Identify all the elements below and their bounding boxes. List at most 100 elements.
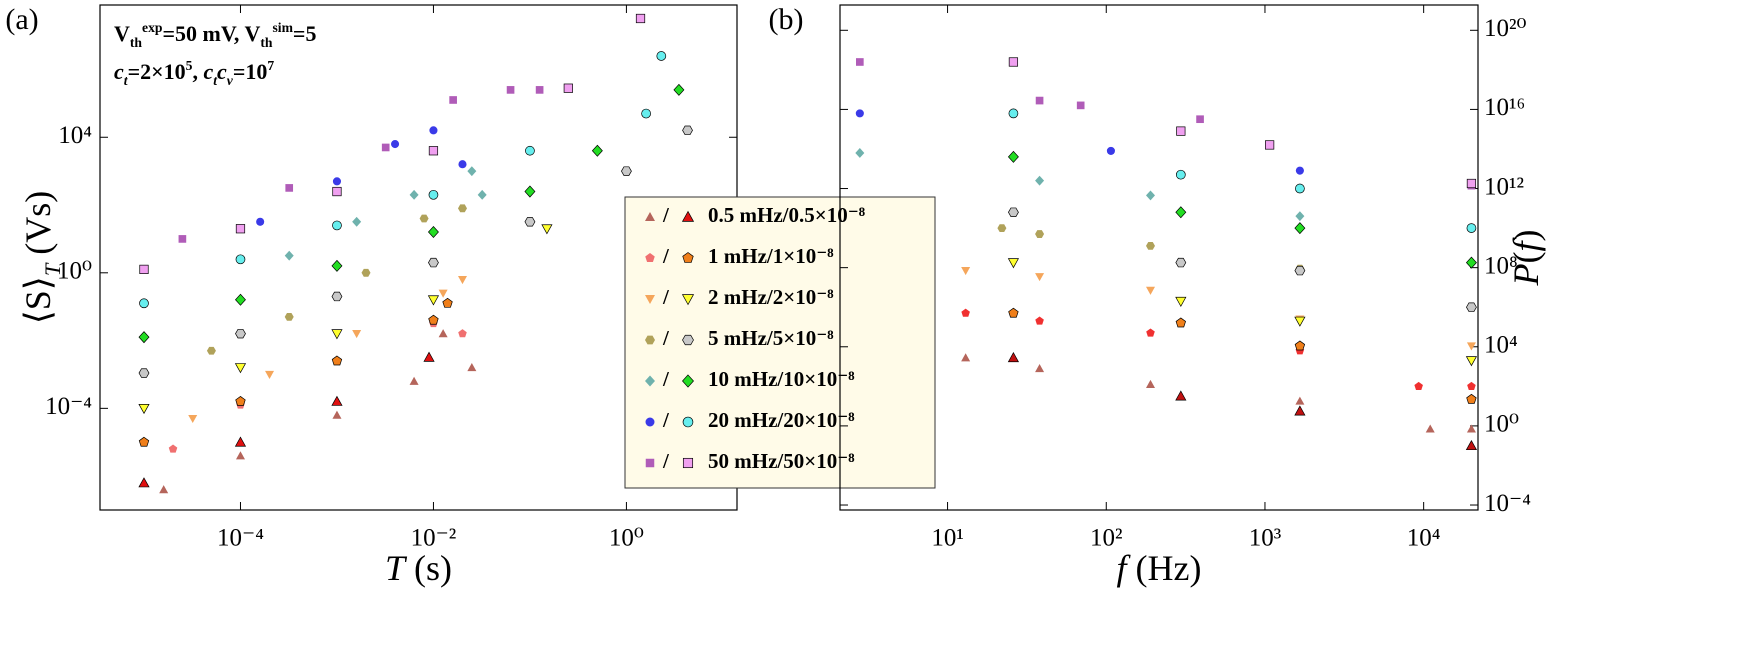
point — [1294, 316, 1306, 327]
x-tick-label: 10¹ — [931, 525, 964, 552]
point — [1008, 57, 1019, 67]
point — [139, 264, 149, 274]
panel-label: (b) — [769, 3, 804, 36]
plot-frame — [839, 4, 1479, 511]
y-tick-label: 10⁻⁴ — [1484, 490, 1531, 517]
point — [1467, 381, 1476, 390]
point — [506, 86, 515, 94]
x-tick-label: 10² — [1090, 525, 1123, 552]
point — [138, 331, 150, 344]
point — [524, 217, 536, 227]
point — [1466, 342, 1476, 351]
text-segment: th — [260, 35, 273, 50]
x-axis-label: T (s) — [385, 548, 452, 588]
text-segment: c — [217, 59, 227, 84]
point — [1146, 328, 1155, 337]
point — [635, 13, 646, 24]
text-segment: ( — [1506, 252, 1546, 264]
legend-box — [624, 196, 936, 489]
point — [1035, 96, 1044, 105]
point — [235, 254, 246, 265]
y-tick-label: 10¹⁶ — [1484, 94, 1525, 121]
point — [1007, 258, 1020, 269]
point — [138, 477, 150, 488]
text-segment: th — [130, 35, 143, 50]
y-tick-label: 10²⁰ — [1484, 15, 1527, 42]
x-axis-label: f (Hz) — [1117, 548, 1202, 588]
point — [332, 220, 342, 231]
text-segment: P — [1506, 264, 1546, 287]
y-axis-label: ⟨S⟩T (Vs) — [18, 191, 64, 325]
point — [682, 125, 693, 136]
point — [1145, 379, 1155, 388]
point — [1008, 307, 1019, 318]
text-segment: (Vs) — [18, 191, 58, 264]
text-segment: =10 — [233, 59, 268, 84]
y-tick-label: 10⁴ — [58, 122, 92, 149]
point — [1007, 150, 1019, 163]
x-tick-label: 10⁰ — [609, 525, 644, 552]
point — [1035, 273, 1045, 282]
point — [1196, 115, 1204, 124]
point — [641, 108, 651, 119]
point — [168, 444, 178, 453]
point — [458, 160, 467, 169]
y-tick-label: 10⁻⁴ — [45, 393, 92, 420]
point — [391, 140, 400, 149]
point — [235, 328, 246, 339]
point — [1465, 439, 1478, 451]
legend-marker — [682, 416, 694, 428]
legend-marker — [645, 417, 655, 427]
point — [331, 259, 343, 272]
legend-marker — [681, 210, 695, 222]
legend-slash: / — [662, 203, 670, 227]
point — [381, 143, 390, 152]
point — [409, 376, 419, 385]
text-segment: T — [40, 262, 65, 276]
point — [361, 268, 371, 277]
legend-label: 10 mHz/10×10⁻⁸ — [708, 367, 855, 391]
legend-label: 20 mHz/20×10⁻⁸ — [708, 408, 855, 432]
text-segment: t — [213, 73, 218, 88]
point — [1295, 396, 1305, 405]
point — [178, 235, 187, 243]
point — [673, 83, 685, 96]
point — [1035, 363, 1045, 373]
point — [1076, 101, 1085, 110]
point — [855, 147, 865, 158]
panel-label: (a) — [5, 3, 38, 36]
point — [1425, 424, 1435, 433]
x-tick-label: 10⁻⁴ — [217, 525, 264, 552]
point — [1175, 206, 1187, 219]
point — [284, 312, 294, 321]
point — [1035, 230, 1045, 238]
legend-marker — [645, 253, 655, 263]
point — [442, 297, 453, 308]
point — [1175, 296, 1187, 307]
point — [1008, 108, 1019, 119]
point — [1466, 393, 1477, 404]
text-segment: =2×10 — [128, 59, 186, 84]
point — [234, 436, 247, 447]
point — [265, 370, 275, 379]
point — [1295, 166, 1304, 175]
point — [438, 329, 448, 338]
text-segment: (Hz) — [1127, 548, 1202, 588]
point — [332, 410, 342, 419]
text-segment: =5 — [293, 21, 317, 46]
point — [541, 224, 553, 235]
point — [331, 395, 343, 406]
point — [1265, 140, 1275, 150]
point — [1466, 178, 1477, 189]
point — [427, 295, 440, 306]
text-segment: ⟨S⟩ — [18, 276, 58, 324]
point — [428, 146, 439, 156]
point — [525, 145, 535, 156]
annotation: Vthexp=50 mV, Vthsim=5 — [114, 20, 316, 50]
point — [1294, 222, 1306, 235]
point — [1294, 340, 1306, 351]
legend-marker — [645, 375, 655, 387]
point — [332, 186, 342, 197]
legend-marker — [682, 457, 694, 469]
